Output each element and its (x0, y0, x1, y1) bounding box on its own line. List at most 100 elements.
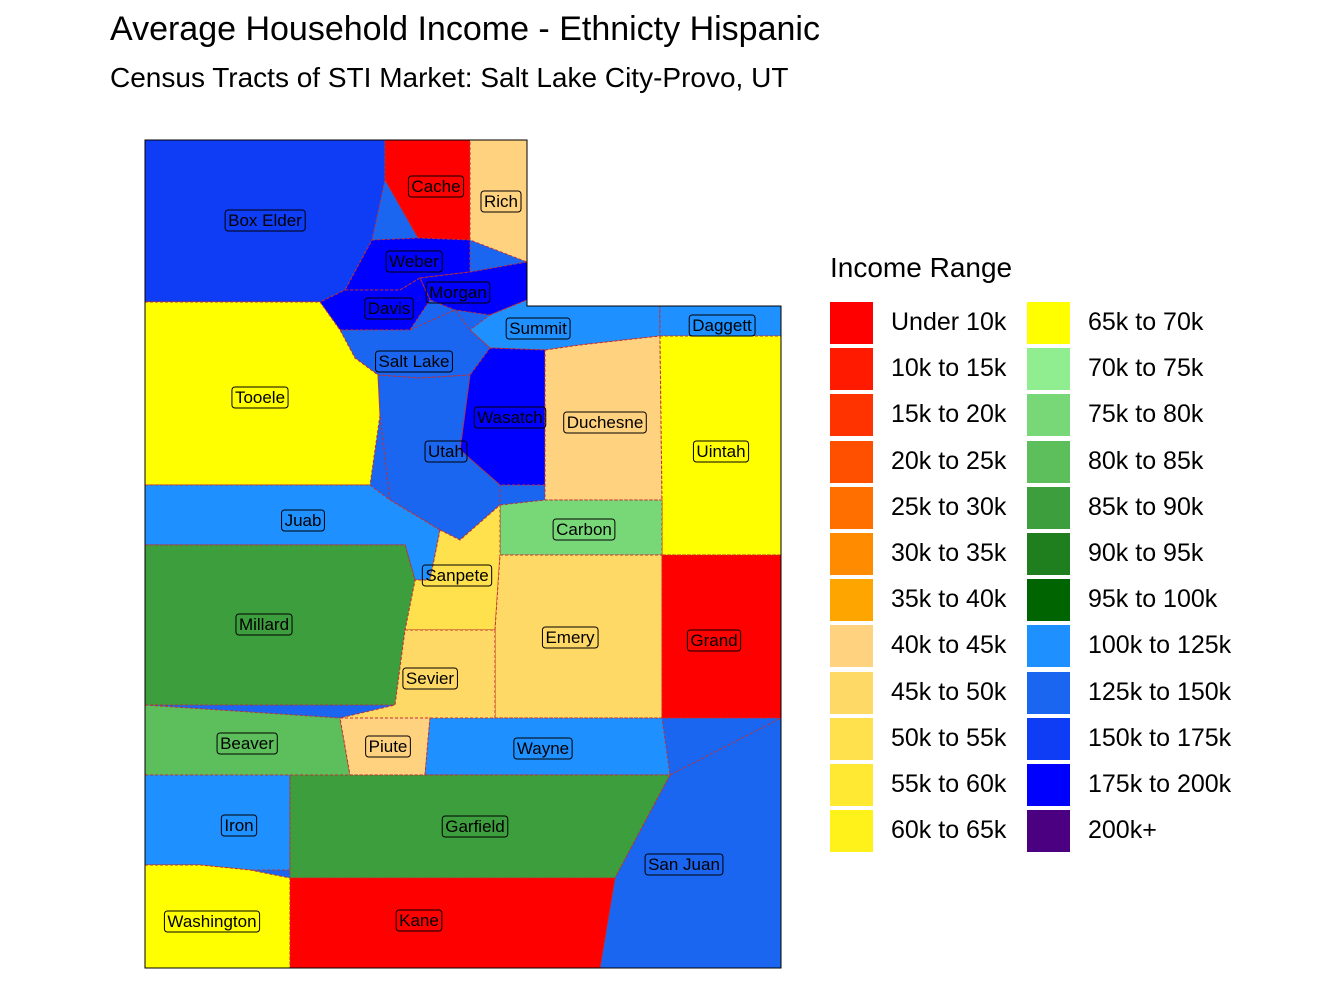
legend-label: 40k to 45k (891, 631, 1007, 660)
county-label-piute: Piute (365, 735, 411, 758)
svg-text:Davis: Davis (368, 299, 411, 318)
county-label-weber: Weber (385, 250, 443, 273)
legend-label: 150k to 175k (1088, 723, 1232, 752)
legend-label: 35k to 40k (891, 585, 1007, 614)
county-labels: Box Elder Cache Rich Weber Morgan Davis Summit… (163, 175, 756, 933)
legend-label: 90k to 95k (1088, 538, 1204, 567)
county-label-morgan: Morgan (425, 281, 491, 304)
county-label-box-elder: Box Elder (224, 209, 306, 232)
legend-label: 10k to 15k (891, 354, 1007, 383)
county-label-san-juan: San Juan (644, 853, 724, 876)
county-label-iron: Iron (220, 814, 258, 837)
svg-text:Rich: Rich (484, 192, 518, 211)
legend-label: 45k to 50k (891, 677, 1007, 706)
legend-label: 125k to 150k (1088, 677, 1232, 706)
county-label-summit: Summit (505, 317, 571, 340)
svg-text:Juab: Juab (285, 511, 322, 530)
svg-text:Utah: Utah (428, 442, 464, 461)
legend-label: 85k to 90k (1088, 492, 1204, 521)
county-label-grand: Grand (686, 629, 742, 652)
legend-swatch (830, 671, 873, 714)
county-iron (144, 774, 291, 871)
legend-swatch (830, 532, 873, 575)
legend-label: 80k to 85k (1088, 446, 1204, 475)
legend-swatch (830, 486, 873, 529)
svg-text:Daggett: Daggett (692, 316, 752, 335)
svg-text:Piute: Piute (369, 737, 408, 756)
legend-swatch (830, 579, 873, 622)
county-label-garfield: Garfield (441, 815, 509, 838)
svg-text:Garfield: Garfield (445, 817, 505, 836)
county-juab (144, 484, 441, 581)
legend-label: 55k to 60k (891, 769, 1007, 798)
svg-text:Carbon: Carbon (556, 520, 612, 539)
county-label-davis: Davis (364, 297, 414, 320)
svg-text:Weber: Weber (389, 252, 439, 271)
legend-label: 50k to 55k (891, 723, 1007, 752)
county-label-kane: Kane (395, 909, 443, 932)
legend-swatch (1027, 302, 1070, 344)
svg-text:Sevier: Sevier (406, 669, 455, 688)
county-wayne (424, 717, 671, 776)
legend-swatch (830, 394, 873, 437)
county-label-millard: Millard (235, 613, 293, 636)
county-label-beaver: Beaver (216, 732, 278, 755)
county-label-tooele: Tooele (231, 386, 289, 409)
legend-label: 200k+ (1088, 816, 1157, 845)
state-border (144, 139, 782, 969)
county-label-emery: Emery (541, 626, 599, 649)
legend-swatch (830, 302, 873, 344)
svg-text:Wayne: Wayne (517, 739, 569, 758)
svg-text:Millard: Millard (239, 615, 289, 634)
legend-label: 20k to 25k (891, 446, 1007, 475)
legend-swatch (830, 440, 873, 483)
map-subtitle: Census Tracts of STI Market: Salt Lake C… (110, 62, 789, 93)
county-label-sevier: Sevier (402, 667, 458, 690)
legend-label: 100k to 125k (1088, 631, 1232, 660)
svg-text:Summit: Summit (509, 319, 567, 338)
legend-label: 70k to 75k (1088, 354, 1204, 383)
legend-swatch (830, 763, 873, 806)
legend-swatch (1027, 625, 1070, 668)
svg-text:Salt Lake: Salt Lake (379, 352, 450, 371)
county-uintah (659, 335, 782, 556)
legend-swatch (1027, 348, 1070, 391)
legend-swatch (1027, 763, 1070, 806)
county-label-salt-lake: Salt Lake (375, 350, 453, 373)
svg-text:Uintah: Uintah (696, 442, 745, 461)
legend-label: 15k to 20k (891, 400, 1007, 429)
county-label-wayne: Wayne (513, 737, 573, 760)
legend-label: 60k to 65k (891, 816, 1007, 845)
county-label-washington: Washington (163, 910, 261, 933)
county-shapes (144, 139, 782, 969)
svg-text:Sanpete: Sanpete (425, 566, 488, 585)
county-kane (289, 877, 616, 969)
legend-label: 175k to 200k (1088, 769, 1232, 798)
county-label-rich: Rich (480, 190, 522, 213)
legend-label: 30k to 35k (891, 538, 1007, 567)
svg-text:Wasatch: Wasatch (477, 408, 543, 427)
legend-label: Under 10k (891, 308, 1007, 336)
legend-label: 25k to 30k (891, 492, 1007, 521)
county-label-juab: Juab (281, 509, 325, 532)
svg-text:Cache: Cache (411, 177, 460, 196)
legend-label: 75k to 80k (1088, 400, 1204, 429)
svg-text:Morgan: Morgan (429, 283, 487, 302)
svg-text:Duchesne: Duchesne (567, 413, 644, 432)
svg-text:Beaver: Beaver (220, 734, 274, 753)
legend-swatch (830, 810, 873, 853)
svg-text:Grand: Grand (690, 631, 737, 650)
map-title: Average Household Income - Ethnicty Hisp… (110, 10, 820, 48)
legend-swatch (830, 625, 873, 668)
legend-swatch (830, 348, 873, 391)
county-label-sanpete: Sanpete (421, 564, 493, 587)
svg-text:Washington: Washington (167, 912, 256, 931)
legend-label: 95k to 100k (1088, 585, 1218, 614)
svg-text:Emery: Emery (545, 628, 595, 647)
county-label-cache: Cache (407, 175, 465, 198)
county-emery (494, 554, 663, 719)
svg-text:Tooele: Tooele (235, 388, 285, 407)
svg-text:San Juan: San Juan (648, 855, 720, 874)
legend-swatch (1027, 486, 1070, 529)
